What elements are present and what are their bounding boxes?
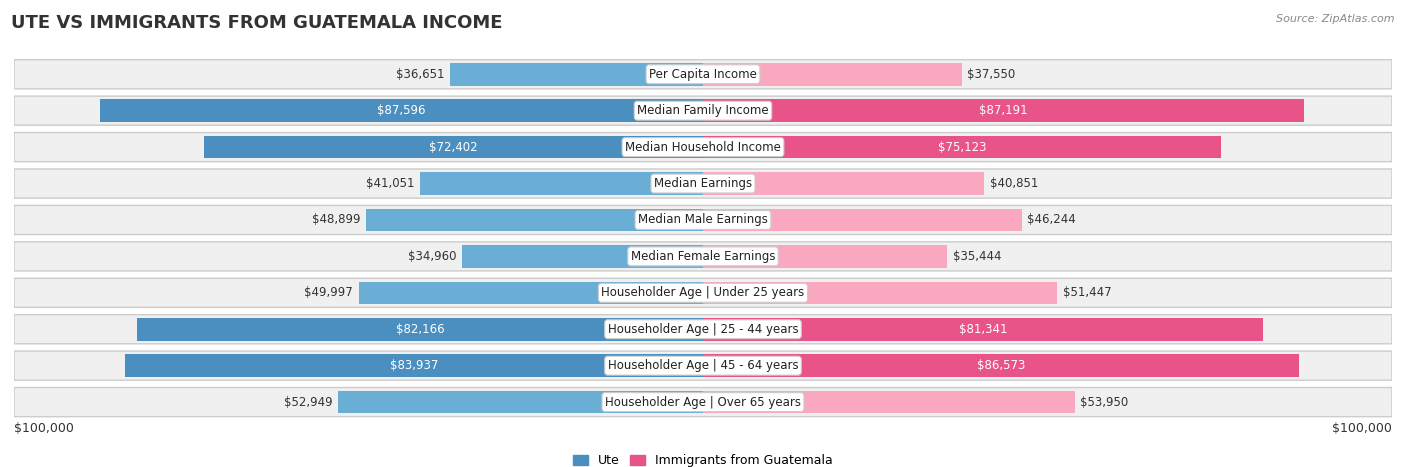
Text: Median Earnings: Median Earnings xyxy=(654,177,752,190)
Bar xyxy=(450,63,703,85)
Bar xyxy=(703,245,948,268)
Text: $37,550: $37,550 xyxy=(967,68,1015,81)
Text: $86,573: $86,573 xyxy=(977,359,1025,372)
Bar xyxy=(420,172,703,195)
Bar xyxy=(366,209,703,231)
Text: $100,000: $100,000 xyxy=(1331,422,1392,435)
Text: $81,341: $81,341 xyxy=(959,323,1008,336)
FancyBboxPatch shape xyxy=(14,60,1392,89)
Bar xyxy=(703,63,962,85)
Text: Median Family Income: Median Family Income xyxy=(637,104,769,117)
FancyBboxPatch shape xyxy=(14,133,1392,162)
Bar xyxy=(703,391,1074,413)
Text: Median Male Earnings: Median Male Earnings xyxy=(638,213,768,226)
Text: Per Capita Income: Per Capita Income xyxy=(650,68,756,81)
Text: $34,960: $34,960 xyxy=(408,250,457,263)
FancyBboxPatch shape xyxy=(14,96,1392,125)
Text: $100,000: $100,000 xyxy=(14,422,75,435)
Text: $35,444: $35,444 xyxy=(953,250,1001,263)
FancyBboxPatch shape xyxy=(14,278,1392,307)
Text: $87,191: $87,191 xyxy=(979,104,1028,117)
Text: $52,949: $52,949 xyxy=(284,396,333,409)
FancyBboxPatch shape xyxy=(14,169,1392,198)
Text: UTE VS IMMIGRANTS FROM GUATEMALA INCOME: UTE VS IMMIGRANTS FROM GUATEMALA INCOME xyxy=(11,14,503,32)
Text: Median Household Income: Median Household Income xyxy=(626,141,780,154)
Text: Source: ZipAtlas.com: Source: ZipAtlas.com xyxy=(1277,14,1395,24)
FancyBboxPatch shape xyxy=(14,315,1392,344)
Bar xyxy=(703,136,1220,158)
Bar xyxy=(463,245,703,268)
Bar xyxy=(100,99,703,122)
Text: $51,447: $51,447 xyxy=(1063,286,1112,299)
Text: Householder Age | Under 25 years: Householder Age | Under 25 years xyxy=(602,286,804,299)
Text: $82,166: $82,166 xyxy=(395,323,444,336)
FancyBboxPatch shape xyxy=(14,205,1392,234)
Text: $49,997: $49,997 xyxy=(304,286,353,299)
Bar xyxy=(703,172,984,195)
FancyBboxPatch shape xyxy=(14,388,1392,417)
Text: Median Female Earnings: Median Female Earnings xyxy=(631,250,775,263)
Text: $41,051: $41,051 xyxy=(366,177,415,190)
FancyBboxPatch shape xyxy=(14,242,1392,271)
Text: $87,596: $87,596 xyxy=(377,104,426,117)
Bar xyxy=(703,318,1264,340)
Text: $75,123: $75,123 xyxy=(938,141,986,154)
Bar xyxy=(136,318,703,340)
Bar xyxy=(339,391,703,413)
Text: Householder Age | 45 - 64 years: Householder Age | 45 - 64 years xyxy=(607,359,799,372)
Text: $53,950: $53,950 xyxy=(1080,396,1129,409)
Bar xyxy=(204,136,703,158)
Bar xyxy=(125,354,703,377)
FancyBboxPatch shape xyxy=(14,351,1392,380)
Text: $48,899: $48,899 xyxy=(312,213,360,226)
Bar xyxy=(703,99,1303,122)
Bar xyxy=(359,282,703,304)
Bar xyxy=(703,354,1299,377)
Text: Householder Age | 25 - 44 years: Householder Age | 25 - 44 years xyxy=(607,323,799,336)
Legend: Ute, Immigrants from Guatemala: Ute, Immigrants from Guatemala xyxy=(568,449,838,467)
Text: $40,851: $40,851 xyxy=(990,177,1038,190)
Bar xyxy=(703,209,1022,231)
Text: $36,651: $36,651 xyxy=(396,68,444,81)
Text: $72,402: $72,402 xyxy=(429,141,478,154)
Bar xyxy=(703,282,1057,304)
Text: $83,937: $83,937 xyxy=(389,359,439,372)
Text: $46,244: $46,244 xyxy=(1028,213,1076,226)
Text: Householder Age | Over 65 years: Householder Age | Over 65 years xyxy=(605,396,801,409)
